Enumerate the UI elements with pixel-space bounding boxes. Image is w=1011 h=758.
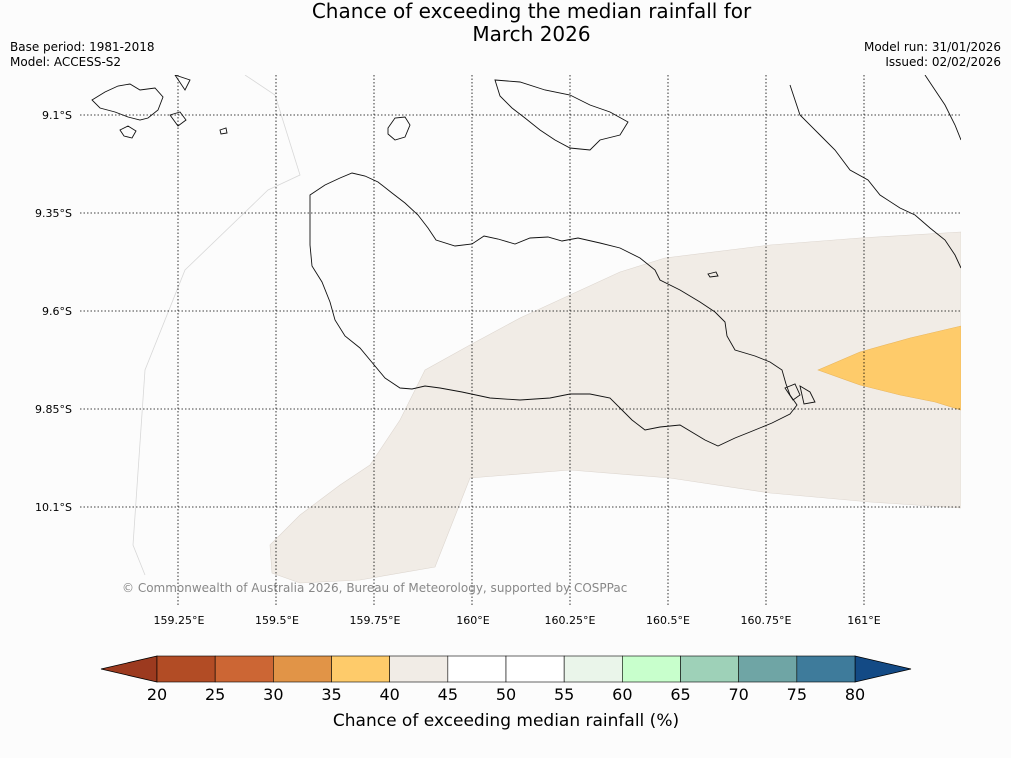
longitude-labels: 159.25°E 159.5°E 159.75°E 160°E 160.25°E… xyxy=(154,614,881,627)
lon-label: 160.25°E xyxy=(545,614,596,627)
title-line-2: March 2026 xyxy=(472,22,591,46)
colorbar: 20 25 30 35 40 45 50 55 60 65 70 75 80 Chance of exc… xyxy=(100,655,912,731)
coastline-main-island xyxy=(309,172,798,447)
model-name: Model: ACCESS-S2 xyxy=(10,55,122,69)
colorbar-tick-label: 70 xyxy=(728,685,748,704)
probability-region-40-45 xyxy=(269,231,961,584)
colorbar-tick-label: 50 xyxy=(496,685,516,704)
colorbar-tick-label: 40 xyxy=(379,685,399,704)
lat-label: 9.85°S xyxy=(35,403,72,416)
issued-date: Issued: 02/02/2026 xyxy=(885,55,1001,69)
title-line-1: Chance of exceeding the median rainfall … xyxy=(311,0,752,23)
lon-label: 159.5°E xyxy=(255,614,299,627)
probability-region-35-40 xyxy=(817,325,961,411)
colorbar-segment xyxy=(331,655,390,683)
coastline-russell-1 xyxy=(91,83,164,121)
colorbar-tick-label: 45 xyxy=(438,685,458,704)
colorbar-segment xyxy=(680,655,739,683)
coastlines xyxy=(91,75,961,447)
colorbar-tick-label: 20 xyxy=(147,685,167,704)
boundary-line xyxy=(132,75,301,576)
colorbar-ticks: 20 25 30 35 40 45 50 55 60 65 70 75 80 xyxy=(147,685,865,704)
coastline-islet-2 xyxy=(799,385,816,405)
colorbar-tick-label: 55 xyxy=(554,685,574,704)
colorbar-segment xyxy=(505,655,565,683)
lon-label: 160°E xyxy=(456,614,489,627)
copyright-text: © Commonwealth of Australia 2026, Bureau… xyxy=(122,581,627,595)
colorbar-title: Chance of exceeding median rainfall (%) xyxy=(333,711,679,731)
coastline-russell-5 xyxy=(174,75,191,91)
colorbar-tick-label: 65 xyxy=(670,685,690,704)
lat-label: 9.1°S xyxy=(42,109,72,122)
map-panel: © Commonwealth of Australia 2026, Bureau… xyxy=(80,75,961,605)
colorbar-tick-label: 80 xyxy=(845,685,865,704)
colorbar-right-arrow xyxy=(854,655,912,683)
map-title: Chance of exceeding the median rainfall … xyxy=(0,0,1011,46)
colorbar-tick-label: 25 xyxy=(205,685,225,704)
coastline-islet-3 xyxy=(707,271,719,278)
colorbar-segments xyxy=(156,655,856,683)
model-run: Model run: 31/01/2026 xyxy=(863,40,1001,54)
colorbar-segment xyxy=(738,655,798,683)
coastline-nggela xyxy=(494,79,629,151)
colorbar-left-arrow xyxy=(100,655,158,683)
colorbar-tick-label: 60 xyxy=(612,685,632,704)
coastline-malaita xyxy=(789,84,961,269)
lat-label: 9.6°S xyxy=(42,305,72,318)
coastline-savo xyxy=(387,116,411,141)
colorbar-tick-label: 75 xyxy=(787,685,807,704)
coastline-russell-3 xyxy=(169,111,187,127)
colorbar-tick-label: 35 xyxy=(321,685,341,704)
coastline-islet-1 xyxy=(784,383,801,401)
lat-label: 10.1°S xyxy=(35,501,72,514)
colorbar-segment xyxy=(273,655,332,683)
latitude-labels: 9.1°S 9.35°S 9.6°S 9.85°S 10.1°S xyxy=(35,109,72,514)
meta-left: Base period: 1981-2018 Model: ACCESS-S2 xyxy=(10,40,155,70)
colorbar-segment xyxy=(622,655,681,683)
lon-label: 159.75°E xyxy=(350,614,401,627)
base-period: Base period: 1981-2018 xyxy=(10,40,155,54)
meta-right: Model run: 31/01/2026 Issued: 02/02/2026 xyxy=(864,40,1001,70)
colorbar-segment xyxy=(214,655,274,683)
lon-label: 159.25°E xyxy=(154,614,205,627)
lon-label: 160.5°E xyxy=(646,614,690,627)
lat-label: 9.35°S xyxy=(35,207,72,220)
colorbar-segment xyxy=(156,655,216,683)
colorbar-tick-label: 30 xyxy=(263,685,283,704)
gridlines xyxy=(80,75,961,605)
colorbar-segment xyxy=(389,655,449,683)
colorbar-segment xyxy=(796,655,856,683)
colorbar-segment xyxy=(447,655,507,683)
lon-label: 161°E xyxy=(847,614,880,627)
coastline-russell-2 xyxy=(119,125,137,139)
colorbar-segment xyxy=(563,655,623,683)
coastline-malaita-north xyxy=(924,75,961,141)
lon-label: 160.75°E xyxy=(741,614,792,627)
coastline-russell-4 xyxy=(219,127,228,135)
